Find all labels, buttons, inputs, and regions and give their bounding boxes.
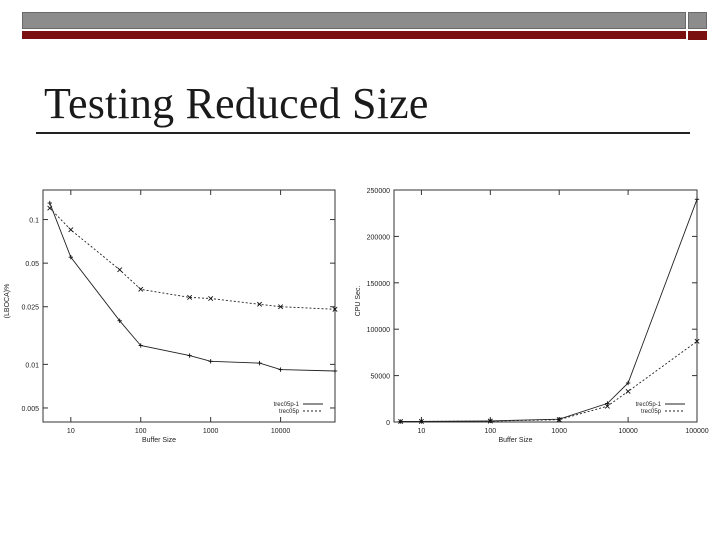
data-point-trec05p-1 [257,360,262,366]
header-red-bar [22,31,686,39]
data-point-trec05p [398,419,404,425]
data-point-trec05p-1 [332,368,338,374]
data-point-trec05p [278,304,284,310]
y-tick-label: 0.025 [21,305,39,312]
series-line-trec05p [49,207,336,310]
x-tick-label: 1000 [551,428,567,435]
plot-frame [393,189,698,423]
plot-frame [42,189,336,423]
x-axis-label: Buffer Size [142,437,176,444]
data-point-trec05p-1 [138,343,143,348]
legend-label: trec05p-1 [274,402,300,408]
data-point-trec05p [332,306,338,312]
data-point-trec05p [187,294,193,300]
y-tick-label: 0.05 [25,261,39,268]
y-axis-label: (LBOCA)% [4,284,11,319]
data-point-trec05p-1 [278,367,283,372]
x-axis-label: Buffer Size [498,437,532,444]
data-point-trec05p [418,418,424,424]
header-red-square [688,31,707,40]
chart-cpu-vs-buffer: 0 50000 100000 150000 200000 250000 10 100 1000 1… [355,188,709,444]
x-tick-label: 100 [135,428,147,435]
y-tick-label: 200000 [367,234,390,241]
data-point-trec05p-1 [47,200,52,206]
y-axis-label: CPU Sec. [355,286,362,317]
data-point-trec05p-1 [625,380,631,386]
y-tick-label: 150000 [367,281,390,288]
data-point-trec05p-1 [117,318,122,323]
x-tick-label: 10000 [271,428,291,435]
x-tick-label: 10 [67,428,75,435]
data-point-trec05p [604,403,610,409]
data-point-trec05p [208,295,214,302]
data-point-trec05p-1 [605,401,610,406]
y-tick-label: 250000 [367,188,390,195]
slide-title: Testing Reduced Size [44,79,429,128]
series-line-trec05p-1 [49,202,336,372]
x-tick-label: 1000 [203,428,219,435]
y-tick-label: 100000 [367,327,390,334]
slide-header-bar [22,12,708,40]
y-tick-label: 50000 [371,374,391,381]
x-tick-label: 100000 [685,428,708,435]
legend-label: trec05p-1 [636,402,662,408]
data-point-trec05p [556,417,562,423]
data-point-trec05p-1 [68,254,74,260]
chart-error-vs-buffer: 0.005 0.01 0.025 0.05 0.1 10 100 1000 10000 Buffe… [4,189,338,444]
title-underline [36,132,690,134]
legend-label: trec05p [279,409,300,415]
data-point-trec05p [138,286,144,292]
x-tick-label: 10000 [618,428,638,435]
data-point-trec05p-1 [694,197,700,202]
data-point-trec05p-1 [187,353,192,358]
y-tick-label: 0.01 [25,362,39,369]
data-point-trec05p [117,267,123,273]
header-grey-bar [22,12,686,29]
data-point-trec05p [694,338,700,344]
y-tick-label: 0.1 [29,218,39,225]
data-point-trec05p [625,388,631,394]
series-line-trec05p-1 [400,199,698,422]
x-tick-label: 10 [418,428,426,435]
x-tick-label: 100 [484,428,496,435]
data-point-trec05p [68,227,74,233]
y-tick-label: 0.005 [21,406,39,413]
y-tick-label: 0 [386,420,390,427]
header-grey-square [688,12,707,29]
data-point-trec05p [257,301,263,307]
data-point-trec05p [487,418,493,424]
legend-label: trec05p [641,409,662,415]
data-point-trec05p [47,205,53,211]
data-point-trec05p-1 [208,359,213,364]
